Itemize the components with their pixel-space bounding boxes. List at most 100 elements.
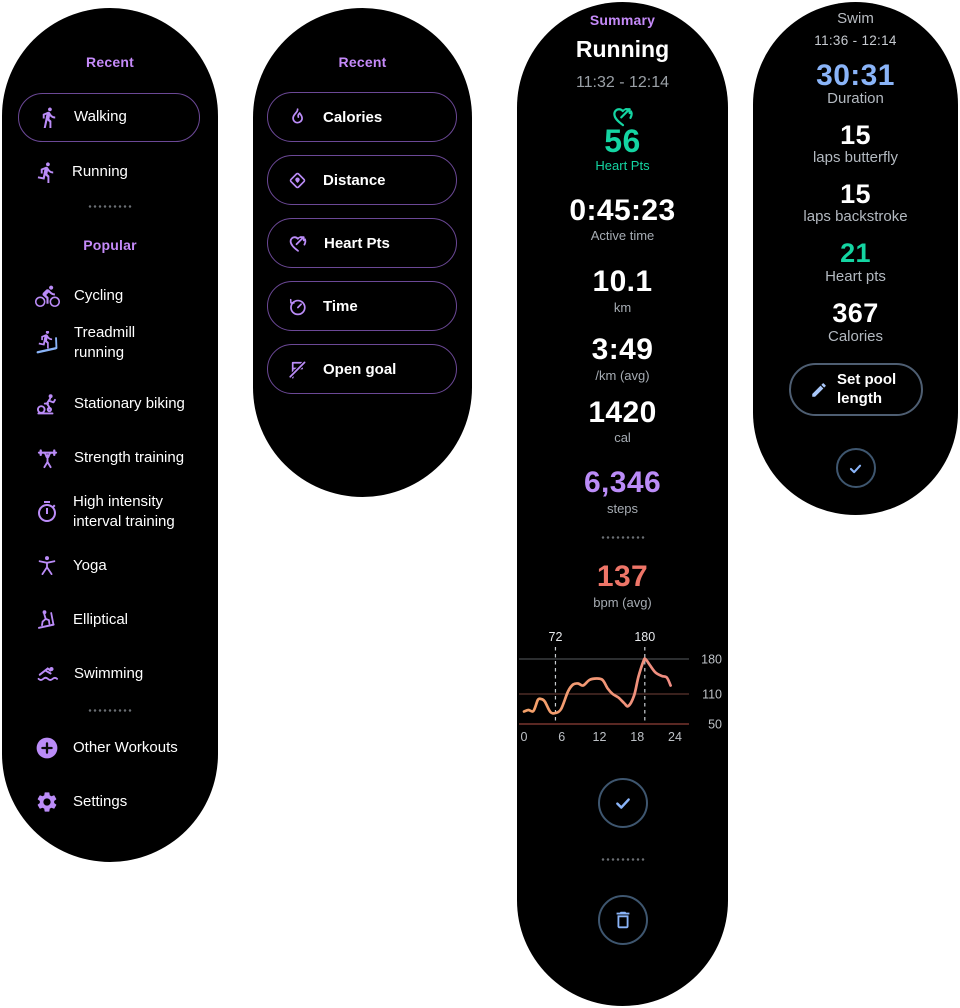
svg-text:0: 0 — [521, 730, 528, 744]
heart-points-value: 56 — [604, 123, 641, 159]
stat-label: Active time — [590, 228, 655, 243]
confirm-button[interactable] — [597, 778, 648, 828]
run-summary-screen: Summary Running 11:32 - 12:14 56 Heart P… — [517, 2, 728, 1006]
walk-icon — [37, 106, 60, 129]
workout-item-label: High intensity interval training — [73, 492, 175, 530]
swim-stat-value: 367 — [832, 298, 879, 328]
swim-stat-label: Heart pts — [825, 268, 886, 285]
swim-stat-label: Calories — [827, 328, 884, 345]
strength-icon — [35, 446, 60, 471]
workout-item-label: Running — [72, 162, 128, 180]
workout-item-cycling[interactable]: Cycling — [35, 275, 207, 317]
goal-item-time[interactable]: Time — [267, 281, 457, 331]
svg-text:180: 180 — [634, 630, 655, 644]
set-pool-length-button[interactable]: Set pool length — [788, 363, 923, 416]
goal-item-open-goal[interactable]: Open goal — [267, 344, 457, 394]
gear-icon — [35, 790, 59, 814]
swim-stat-label: Duration — [827, 90, 884, 107]
workout-title: Running — [575, 36, 670, 62]
trash-icon — [612, 909, 634, 931]
heart-points-label: Heart Pts — [595, 158, 650, 173]
stat-label: cal — [614, 430, 631, 445]
confirm-button[interactable] — [835, 448, 876, 488]
goal-item-calories[interactable]: Calories — [267, 92, 457, 142]
workout-item-yoga[interactable]: Yoga — [35, 545, 207, 587]
swim-stat-label: laps butterfly — [812, 149, 899, 166]
stat-label: km — [613, 300, 632, 315]
recent-section-header: Recent — [86, 54, 134, 70]
settings-item[interactable]: Settings — [35, 781, 207, 823]
open-goal-flag-icon — [286, 358, 309, 381]
workout-item-hiit[interactable]: High intensity interval training — [35, 491, 207, 533]
stationary-bike-icon — [35, 392, 60, 417]
swim-time-range: 11:36 - 12:14 — [814, 33, 897, 48]
swim-stat-value: 30:31 — [816, 59, 895, 92]
stat-label: /km (avg) — [595, 368, 650, 383]
elliptical-icon — [35, 608, 59, 632]
workout-item-strength-training[interactable]: Strength training — [35, 437, 207, 479]
swim-summary-screen: Swim 11:36 - 12:14 30:31 Duration 15 lap… — [753, 2, 958, 515]
svg-text:110: 110 — [702, 688, 722, 702]
workout-item-running[interactable]: Running — [35, 151, 207, 193]
cycling-icon — [35, 284, 60, 309]
workout-item-treadmill[interactable]: Treadmill running — [35, 322, 207, 364]
popular-section-header: Popular — [83, 237, 137, 253]
workout-item-elliptical[interactable]: Elliptical — [35, 599, 207, 641]
heart-rate-value: 137 — [596, 560, 649, 593]
heart-points-icon — [609, 102, 637, 130]
stat-value: 10.1 — [592, 265, 653, 298]
svg-text:6: 6 — [558, 730, 565, 744]
stat-value: 1420 — [588, 396, 657, 429]
flame-icon — [286, 106, 309, 129]
workout-item-label: Walking — [74, 108, 127, 126]
dotted-divider — [87, 205, 133, 208]
svg-text:50: 50 — [708, 718, 722, 732]
steps-label: steps — [606, 501, 639, 516]
run-icon — [35, 161, 58, 184]
swim-stat-value: 21 — [840, 238, 871, 268]
distance-pin-icon — [286, 169, 309, 192]
summary-header: Summary — [589, 12, 656, 28]
steps-value: 6,346 — [583, 466, 662, 499]
recent-section-header: Recent — [338, 54, 387, 70]
svg-text:72: 72 — [549, 630, 563, 644]
set-pool-length-label: Set pool length — [837, 370, 897, 407]
heart-rate-chart: 180 110 50 0 6 12 18 24 72 180 — [519, 630, 722, 744]
edit-pencil-icon — [810, 381, 828, 399]
dotted-divider — [600, 858, 645, 861]
swim-stat-value: 15 — [840, 120, 871, 150]
goal-item-label: Time — [323, 297, 358, 315]
workout-list-screen: Recent Walking Running Popular Cycling — [2, 8, 218, 862]
workout-item-swimming[interactable]: Swimming — [35, 653, 207, 695]
goal-item-distance[interactable]: Distance — [267, 155, 457, 205]
swim-title: Swim — [837, 10, 874, 27]
add-circle-icon — [35, 736, 59, 760]
stat-value: 3:49 — [591, 333, 654, 366]
workout-time-range: 11:32 - 12:14 — [575, 74, 670, 91]
goal-item-label: Calories — [323, 108, 383, 126]
yoga-icon — [35, 554, 59, 578]
workout-item-label: Cycling — [74, 286, 124, 304]
swim-stat-label: laps backstroke — [803, 208, 908, 225]
svg-text:12: 12 — [593, 730, 607, 744]
workout-item-label: Stationary biking — [74, 394, 185, 412]
delete-button[interactable] — [597, 895, 648, 945]
workout-item-walking[interactable]: Walking — [18, 93, 200, 142]
dotted-divider — [600, 536, 645, 539]
timer-icon — [286, 295, 309, 318]
svg-text:24: 24 — [668, 730, 682, 744]
heart-rate-label: bpm (avg) — [593, 595, 652, 610]
goal-type-screen: Recent Calories Distance — [253, 8, 472, 497]
workout-item-label: Yoga — [73, 556, 107, 574]
goal-item-heart-pts[interactable]: Heart Pts — [267, 218, 457, 268]
stat-value: 0:45:23 — [569, 194, 676, 227]
workout-item-stationary-biking[interactable]: Stationary biking — [35, 383, 207, 425]
check-icon — [610, 790, 636, 816]
workout-item-other-workouts[interactable]: Other Workouts — [35, 727, 207, 769]
workout-item-label: Other Workouts — [73, 738, 178, 756]
workout-item-label: Swimming — [74, 664, 144, 682]
swim-stat-value: 15 — [840, 179, 871, 209]
heart-points-icon — [286, 231, 310, 255]
goal-item-label: Open goal — [323, 360, 397, 378]
